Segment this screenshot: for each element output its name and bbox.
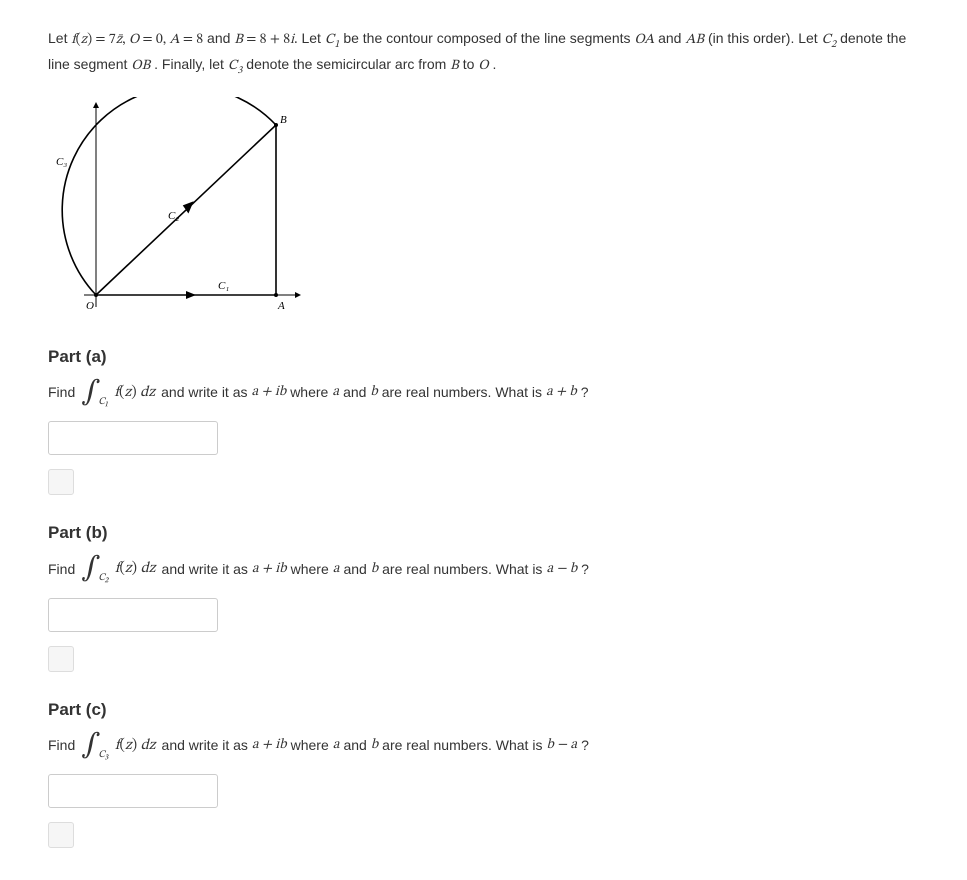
part-a-status [48,469,74,495]
tail-text: and write it as [162,737,248,753]
setup-OA: OA [634,33,654,47]
real-text: are real numbers. What is [382,384,542,400]
setup-c3: C3 [228,59,243,73]
where-text: where [291,561,329,577]
qm-b: ? [581,561,589,577]
setup-finally: . Finally, let [154,56,228,72]
label-O: O [86,300,94,312]
label-C2: C₂ [168,210,179,222]
setup-seg: be the contour composed of the line segm… [343,30,634,46]
part-c-status [48,822,74,848]
integral-c3: ∫C₃ f(z) dz [81,734,155,756]
contour-svg: O A B C₁ C₂ C₃ [48,97,308,315]
part-c-question: Find ∫C₃ f(z) dz and write it as a + ib … [48,734,919,756]
part-c-input[interactable] [48,774,218,808]
where-text: where [291,737,329,753]
part-b-heading: Part (b) [48,523,919,543]
problem-setup: Let f(z) = 7z̄, O = 0, A = 8 and B = 8 +… [48,28,919,79]
setup-order: (in this order). Let [708,30,822,46]
setup-let1: Let [301,30,324,46]
and-text: and [343,384,366,400]
q-b: a − b [546,560,577,578]
setup-period: . [493,56,497,72]
form-a: a + ib [252,383,287,401]
real-text: are real numbers. What is [382,737,542,753]
setup-fz: f(z) = 7z̄, O = 0, A = 8 [71,33,203,47]
part-b-status [48,646,74,672]
label-A: A [277,300,285,312]
setup-Ov: O [478,59,488,73]
q-c: b − a [546,736,577,754]
setup-and1: and [207,30,234,46]
setup-B: B = 8 + 8i. [234,33,297,47]
setup-OB: OB [131,59,150,73]
a-var: a [333,736,340,754]
a-var: a [333,560,340,578]
where-text: where [290,384,328,400]
real-text: are real numbers. What is [382,561,542,577]
setup-c1: C1 [325,33,340,47]
tail-text: and write it as [162,561,248,577]
integral-c2: ∫C₂ f(z) dz [81,557,155,579]
setup-to: to [463,56,479,72]
part-a-input[interactable] [48,421,218,455]
setup-Bv: B [450,59,459,73]
setup-text: Let [48,30,71,46]
setup-and2: and [658,30,685,46]
q-a: a + b [546,383,577,401]
integral-c1: ∫C₁ f(z) dz [81,381,155,403]
qm-a: ? [581,384,589,400]
tail-text: and write it as [161,384,247,400]
form-c: a + ib [252,736,287,754]
setup-AB: AB [685,33,704,47]
find-label: Find [48,737,75,753]
part-c-heading: Part (c) [48,700,919,720]
part-a-question: Find ∫C₁ f(z) dz and write it as a + ib … [48,381,919,403]
b-var: b [371,736,378,754]
and-text: and [343,561,366,577]
find-label: Find [48,384,75,400]
setup-c2: C2 [822,33,837,47]
a-var: a [332,383,339,401]
label-C1: C₁ [218,280,229,292]
label-C3: C₃ [56,156,67,168]
b-var: b [371,560,378,578]
label-B: B [280,114,287,126]
and-text: and [343,737,366,753]
form-b: a + ib [252,560,287,578]
setup-arc: denote the semicircular arc from [246,56,450,72]
part-b-input[interactable] [48,598,218,632]
find-label: Find [48,561,75,577]
part-a-heading: Part (a) [48,347,919,367]
contour-diagram: O A B C₁ C₂ C₃ [48,97,919,315]
b-var: b [370,383,377,401]
part-b-question: Find ∫C₂ f(z) dz and write it as a + ib … [48,557,919,579]
qm-c: ? [581,737,589,753]
